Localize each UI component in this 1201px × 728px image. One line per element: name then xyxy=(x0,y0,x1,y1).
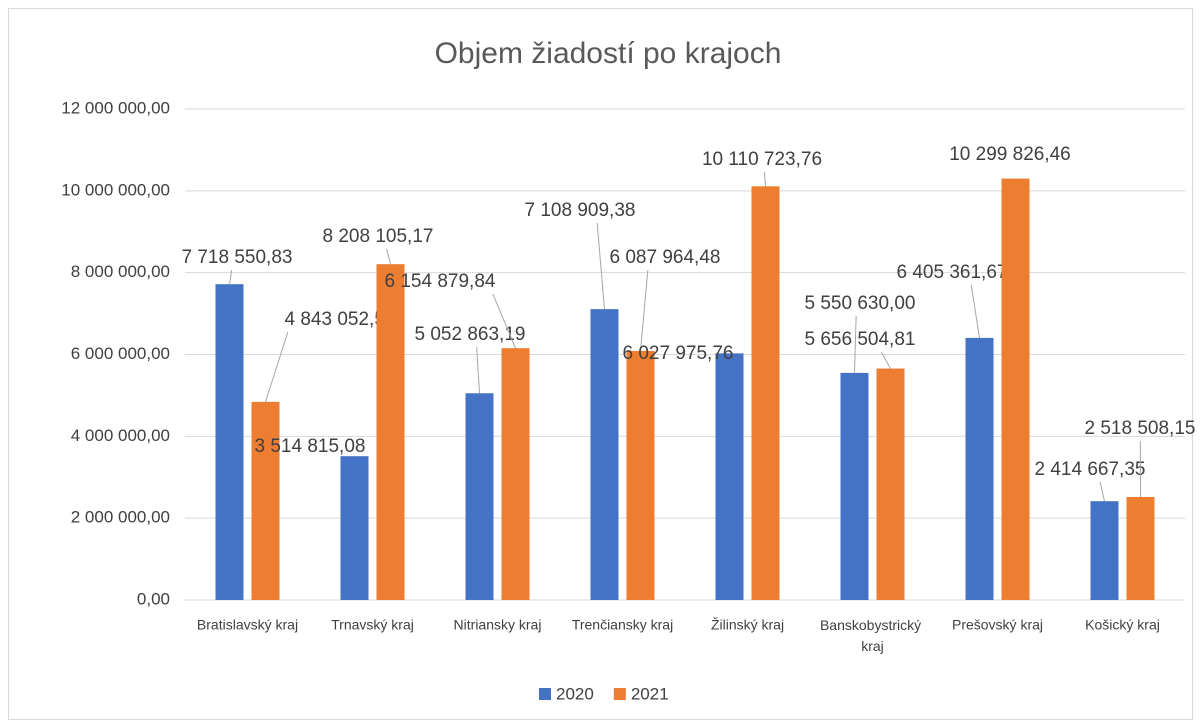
y-tick-label: 0,00 xyxy=(137,589,170,608)
data-label: 6 087 964,48 xyxy=(610,247,721,268)
x-tick-label: Trenčiansky kraj xyxy=(572,617,673,633)
x-tick-label: Žilinský kraj xyxy=(711,617,784,633)
chart-title: Objem žiadostí po krajoch xyxy=(435,37,782,70)
x-tick-label: Nitriansky kraj xyxy=(454,617,542,633)
data-label: 8 208 105,17 xyxy=(323,226,434,247)
x-tick-label: Košický kraj xyxy=(1085,617,1160,633)
bar xyxy=(965,337,994,600)
legend-swatch xyxy=(613,688,626,700)
leader-line xyxy=(640,269,649,351)
data-label: 10 110 723,76 xyxy=(702,149,822,170)
y-tick-label: 4 000 000,00 xyxy=(71,426,170,445)
bar xyxy=(751,186,780,600)
bar xyxy=(715,353,744,600)
leader-line xyxy=(386,248,391,265)
bar xyxy=(501,348,530,600)
leader-line xyxy=(854,315,857,373)
x-tick-label: Banskobystrický kraj xyxy=(820,617,925,654)
leader-line xyxy=(476,346,480,394)
bar xyxy=(626,350,655,600)
bar xyxy=(876,368,905,600)
x-tick-label: Prešovský kraj xyxy=(952,617,1043,633)
data-label: 4 843 052,53 xyxy=(285,309,396,330)
y-tick-label: 8 000 000,00 xyxy=(71,262,170,281)
data-label: 10 299 826,46 xyxy=(949,144,1071,165)
y-tick-label: 6 000 000,00 xyxy=(71,344,170,363)
data-label: 5 550 630,00 xyxy=(805,293,916,314)
data-label: 2 518 508,15 xyxy=(1085,418,1196,439)
leader-line xyxy=(229,269,233,285)
data-label: 5 656 504,81 xyxy=(805,329,916,350)
data-label: 6 027 975,76 xyxy=(623,343,734,364)
y-tick-label: 10 000 000,00 xyxy=(61,180,170,199)
legend-label: 2021 xyxy=(631,684,669,703)
leader-line xyxy=(265,331,289,402)
data-label: 6 154 879,84 xyxy=(385,271,496,292)
legend-label: 2020 xyxy=(556,684,594,703)
y-tick-label: 2 000 000,00 xyxy=(71,508,170,527)
bar xyxy=(1001,178,1030,600)
leader-line xyxy=(763,171,766,187)
bar xyxy=(840,372,869,600)
data-label: 3 514 815,08 xyxy=(255,436,366,457)
data-label: 2 414 667,35 xyxy=(1035,459,1146,480)
legend-swatch xyxy=(539,688,551,700)
data-label: 5 052 863,19 xyxy=(415,324,526,345)
leader-line xyxy=(1099,481,1105,502)
bar xyxy=(590,309,619,600)
leader-line xyxy=(492,293,516,349)
bar xyxy=(376,264,405,600)
leader-line xyxy=(970,284,980,338)
x-tick-label: Bratislavský kraj xyxy=(197,617,298,633)
bar xyxy=(1126,496,1155,600)
bar xyxy=(1090,501,1119,600)
leader-line xyxy=(596,222,605,310)
leader-line xyxy=(880,351,891,369)
data-label: 7 718 550,83 xyxy=(182,247,293,268)
x-tick-label: Trnavský kraj xyxy=(331,617,414,633)
bar xyxy=(215,284,244,600)
bar xyxy=(251,401,280,600)
data-label: 6 405 361,67 xyxy=(897,262,1008,283)
bar xyxy=(340,456,369,600)
bar xyxy=(465,393,494,600)
y-tick-label: 12 000 000,00 xyxy=(61,98,170,117)
data-label: 7 108 909,38 xyxy=(525,200,636,221)
